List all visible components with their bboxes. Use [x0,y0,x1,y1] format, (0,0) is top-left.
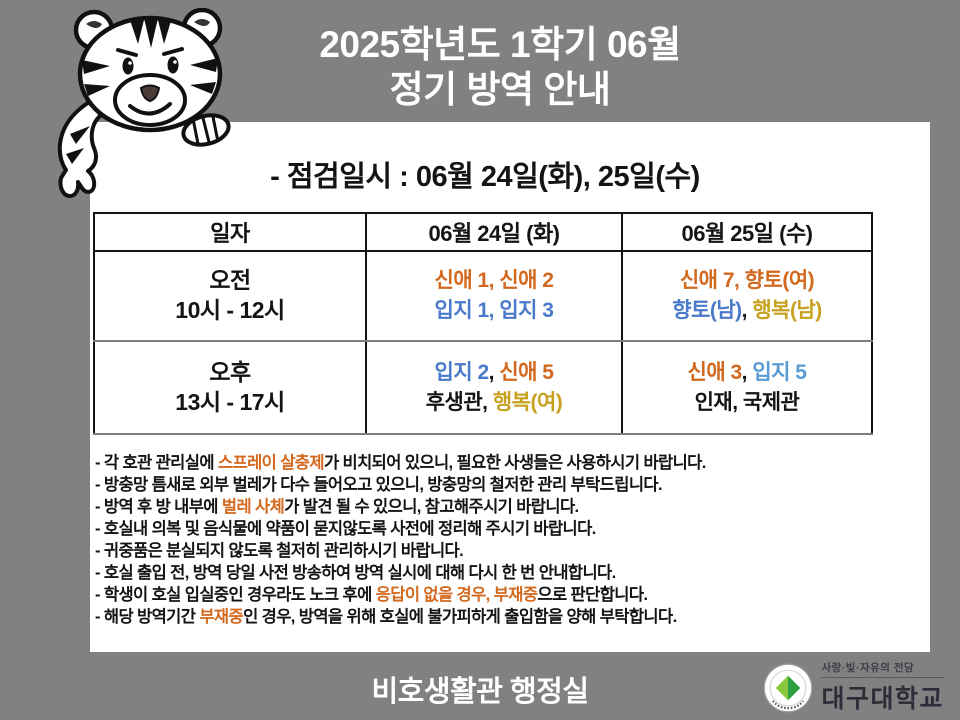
notice-title-line2: 정기 방역 안내 [389,69,611,111]
note-line: - 방충망 틈새로 외부 벌레가 다수 들어오고 있으니, 방충망의 철저한 관… [95,474,895,496]
text-segment: 신애 5 [499,360,554,384]
text-segment: , [488,360,500,384]
note-line: - 호실내 의복 및 음식물에 약품이 묻지않도록 사전에 정리해 주시기 바랍… [95,518,895,540]
text-segment: 응답이 없을 경우, 부재중 [375,586,538,604]
note-line: - 각 호관 관리실에 스프레이 살충제가 비치되어 있으니, 필요한 사생들은… [95,452,895,474]
text-segment: 후생관, [425,390,493,414]
tiger-mascot-illustration [57,8,231,198]
note-line: - 해당 방역기간 부재중인 경우, 방역을 위해 호실에 불가피하게 출입함을… [95,606,895,628]
schedule-line: 입지 2, 신애 5 [367,358,621,388]
text-segment: 인 경우, 방역을 위해 호실에 불가피하게 출입함을 양해 부탁합니다. [243,608,677,626]
text-segment: 행복(남) [752,299,822,322]
text-segment: 으로 판단합니다. [537,586,648,604]
schedule-line: 후생관, 행복(여) [367,388,621,418]
schedule-cell-morning-day1: 신애 1, 신애 2 입지 1, 입지 3 [365,250,623,342]
time-cell-afternoon: 오후 13시 - 17시 [93,340,367,435]
university-emblem-icon [764,663,813,712]
note-line: - 귀중품은 분실되지 않도록 철저히 관리하시기 바랍니다. [95,540,895,562]
university-name: 대구대학교 [821,685,944,713]
text-segment: - 해당 방역기간 [95,608,200,626]
note-line: - 호실 출입 전, 방역 당일 사전 방송하여 방역 실시에 대해 다시 한 … [95,562,895,584]
schedule-line: 입지 1, 입지 3 [367,296,621,326]
text-segment: 입지 5 [752,360,807,384]
time-label: 오후 [209,358,251,385]
text-segment: - 각 호관 관리실에 [95,454,218,472]
text-segment: 인재, 국제관 [694,390,800,414]
table-header-row: 일자 06월 24일 (화) 06월 25일 (수) [93,212,873,252]
text-segment: - 방충망 틈새로 외부 벌레가 다수 들어오고 있으니, 방충망의 철저한 관… [95,476,663,494]
note-line: - 방역 후 방 내부에 벌레 사체가 발견 될 수 있으니, 참고해주시기 바… [95,496,895,518]
university-logo: 사랑·빛·자유의 전당 대구대학교 [762,660,944,715]
table-row-afternoon: 오후 13시 - 17시 입지 2, 신애 5 후생관, 행복(여) 신애 3,… [93,340,873,435]
table-header-date: 일자 [93,212,367,252]
text-segment: - 호실 출입 전, 방역 당일 사전 방송하여 방역 실시에 대해 다시 한 … [95,564,616,582]
time-range: 10시 - 12시 [175,297,285,323]
text-segment: 가 발견 될 수 있으니, 참고해주시기 바랍니다. [284,498,579,516]
notes-list: - 각 호관 관리실에 스프레이 살충제가 비치되어 있으니, 필요한 사생들은… [95,452,895,628]
note-line: - 학생이 호실 입실중인 경우라도 노크 후에 응답이 없을 경우, 부재중으… [95,584,895,606]
notice-title-line1: 2025학년도 1학기 06월 [319,24,681,65]
text-segment: 부재중 [199,608,244,626]
table-header-day1: 06월 24일 (화) [365,212,623,252]
text-segment: - 호실내 의복 및 음식물에 약품이 묻지않도록 사전에 정리해 주시기 바랍… [95,520,596,538]
schedule-table: 일자 06월 24일 (화) 06월 25일 (수) 오전 10시 - 12시 … [93,212,873,435]
schedule-line: 신애 3, 입지 5 [623,358,871,388]
schedule-line: 향토(남), 행복(남) [623,296,871,326]
text-segment: 신애 7, 향토(여) [679,269,815,293]
schedule-line: 인재, 국제관 [623,388,871,418]
time-label: 오전 [209,267,251,294]
footer-office-label: 비호생활관 행정실 [371,676,590,708]
text-segment: 입지 2 [434,360,490,384]
text-segment: - 귀중품은 분실되지 않도록 철저히 관리하시기 바랍니다. [95,542,464,560]
table-row-morning: 오전 10시 - 12시 신애 1, 신애 2 입지 1, 입지 3 신애 7,… [93,250,873,342]
time-range: 13시 - 17시 [175,388,285,415]
schedule-cell-morning-day2: 신애 7, 향토(여) 향토(남), 행복(남) [621,250,873,342]
time-cell-morning: 오전 10시 - 12시 [93,250,367,342]
schedule-cell-afternoon-day2: 신애 3, 입지 5 인재, 국제관 [621,340,873,435]
notice-subtitle: - 점검일시 : 06월 24일(화), 25일(수) [270,161,700,193]
text-segment: 신애 3 [687,360,743,384]
notice-title: 2025학년도 1학기 06월 정기 방역 안내 [180,22,820,112]
schedule-line: 신애 1, 신애 2 [367,266,621,296]
text-segment: 향토(남) [672,299,742,322]
schedule-line: 신애 7, 향토(여) [623,266,871,296]
text-segment: , [741,360,753,384]
text-segment: - 학생이 호실 입실중인 경우라도 노크 후에 [95,586,376,604]
table-header-day2: 06월 25일 (수) [621,212,873,252]
text-segment: 벌레 사체 [221,498,285,516]
text-segment: 행복(여) [492,390,563,414]
text-segment: , [741,299,753,322]
university-text: 사랑·빛·자유의 전당 대구대학교 [821,660,944,715]
text-segment: 입지 1, 입지 3 [434,299,554,322]
text-segment: 신애 1, 신애 2 [434,269,554,293]
text-segment: 가 비치되어 있으니, 필요한 사생들은 사용하시기 바랍니다. [323,454,706,472]
schedule-cell-afternoon-day1: 입지 2, 신애 5 후생관, 행복(여) [365,340,623,435]
university-tagline: 사랑·빛·자유의 전당 [821,660,944,678]
text-segment: 스프레이 살충제 [217,454,325,472]
text-segment: - 방역 후 방 내부에 [95,498,222,516]
